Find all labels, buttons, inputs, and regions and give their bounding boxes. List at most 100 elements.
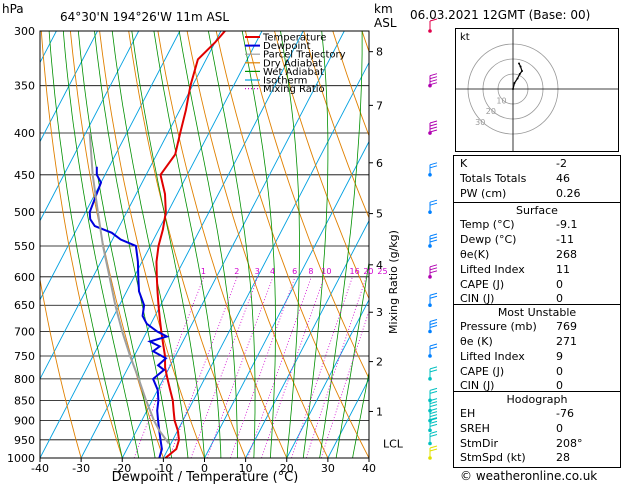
- mixing-ratio-line: [247, 276, 312, 458]
- temperature-tick-label: -10: [154, 462, 172, 475]
- index-row-totals: Totals Totals 46: [460, 172, 570, 185]
- wind-barb: [429, 445, 438, 449]
- hodograph-ring-label: 10: [496, 97, 506, 106]
- dry-adiabat-line: [99, 31, 205, 458]
- hodo-row-stmdir: StmDir 208°: [460, 437, 583, 450]
- wet-adiabat-line: [153, 31, 222, 458]
- surface-row-cin: CIN (J) 0: [460, 292, 563, 305]
- isotherm-line: [245, 219, 369, 458]
- mixing-ratio-label: 1: [201, 267, 206, 276]
- mixing-ratio-line: [133, 276, 205, 458]
- parcel-trajectory-line: [88, 132, 170, 445]
- dry-adiabat-line: [157, 31, 288, 458]
- wind-barb: [429, 325, 438, 328]
- pressure-tick-label: 650: [14, 299, 35, 312]
- km-tick-label: 1: [376, 405, 383, 418]
- km-tick-label: 3: [376, 306, 383, 319]
- mixing-ratio-label: 6: [292, 267, 297, 276]
- wet-adiabat-line: [208, 31, 256, 458]
- mixing-ratio-label: 4: [270, 267, 275, 276]
- most-unstable-panel: Most Unstable Pressure (mb) 769 θe (K) 271…: [453, 304, 621, 394]
- hodograph-ring-label: 20: [486, 107, 496, 116]
- wind-barb: [429, 366, 438, 370]
- hodo-row-stmspd: StmSpd (kt) 28: [460, 451, 570, 464]
- hodograph-point: [513, 82, 516, 84]
- pressure-tick-label: 950: [14, 434, 35, 447]
- temperature-tick-label: -20: [113, 462, 131, 475]
- dry-adiabat-line: [274, 31, 369, 300]
- temperature-line: [155, 31, 226, 458]
- pressure-tick-label: 300: [14, 25, 35, 38]
- hodograph-point: [516, 77, 519, 80]
- wind-barb: [429, 369, 438, 373]
- km-tick-label: 4: [376, 259, 383, 272]
- isotherm-line: [40, 31, 140, 222]
- temperature-tick-label: 0: [201, 462, 208, 475]
- mixing-ratio-line: [190, 276, 259, 458]
- wet-adiabat-line: [178, 31, 238, 458]
- copyright-label: © weatheronline.co.uk: [460, 469, 598, 483]
- wind-barb: [429, 126, 438, 130]
- pressure-tick-label: 400: [14, 127, 35, 140]
- wind-barb: [429, 292, 438, 296]
- mu-row-thetae: θe (K) 271: [460, 335, 577, 348]
- index-row-k: K -2: [460, 157, 567, 170]
- wind-barb: [429, 343, 438, 347]
- hodograph-table-title: Hodograph: [506, 393, 568, 406]
- temperature-tick-label: -30: [72, 462, 90, 475]
- mixing-ratio-label: 2: [234, 267, 239, 276]
- wind-barb: [429, 165, 438, 169]
- wind-level-dot: [428, 408, 432, 413]
- legend-item-label: Mixing Ratio: [263, 84, 325, 95]
- wind-barb: [429, 233, 438, 237]
- mixing-ratio-label: 10: [321, 267, 331, 276]
- hodograph-kt-label: kt: [460, 32, 470, 43]
- wind-barb: [429, 76, 438, 80]
- dry-adiabat-line: [128, 31, 247, 458]
- wind-barb: [429, 18, 438, 22]
- wind-barb: [429, 82, 438, 86]
- pressure-tick-label: 550: [14, 240, 35, 253]
- wind-profile: [428, 18, 438, 460]
- wind-barb: [429, 390, 438, 394]
- dewpoint-line: [88, 166, 170, 458]
- mixing-ratio-line: [168, 276, 238, 458]
- pressure-tick-label: 500: [14, 206, 35, 219]
- surface-row-temp: Temp (°C) -9.1: [460, 218, 578, 231]
- km-label: km: [374, 2, 393, 16]
- wet-adiabat-line: [62, 31, 140, 458]
- dry-adiabat-line: [215, 31, 369, 458]
- wind-barb: [429, 420, 438, 424]
- wet-adiabat-line: [280, 31, 300, 458]
- hodograph-ring-label: 30: [475, 118, 485, 127]
- dry-adiabat-line: [69, 31, 164, 458]
- wind-level-dot: [428, 354, 432, 358]
- mixing-ratio-label: 3: [255, 267, 260, 276]
- dry-adiabat-line: [244, 31, 369, 380]
- mixing-ratio-line: [320, 309, 369, 458]
- wind-level-dot: [428, 398, 432, 403]
- wind-barb: [429, 411, 438, 415]
- mixing-ratio-label: 8: [308, 267, 313, 276]
- surface-row-cape: CAPE (J) 0: [460, 278, 563, 291]
- location-label: 64°30'N 194°26'W 11m ASL: [60, 10, 230, 24]
- wind-barb: [429, 202, 438, 206]
- wet-adiabat-line: [77, 31, 156, 458]
- pressure-unit-label: hPa: [2, 2, 24, 16]
- surface-title: Surface: [516, 204, 558, 217]
- datetime-label: 06.03.2021 12GMT (Base: 00): [410, 8, 591, 22]
- mu-row-lifted-index: Lifted Index 9: [460, 350, 563, 363]
- surface-row-thetae: θe(K) 268: [460, 248, 577, 261]
- mu-row-cape: CAPE (J) 0: [460, 365, 563, 378]
- hodograph-table-panel: Hodograph EH -76 SREH 0 StmDir 208° StmSpd …: [453, 391, 621, 468]
- pressure-tick-label: 1000: [7, 452, 35, 465]
- asl-label: ASL: [374, 16, 397, 30]
- most-unstable-title: Most Unstable: [497, 306, 577, 319]
- pressure-tick-label: 850: [14, 394, 35, 407]
- wind-barb: [429, 319, 438, 322]
- wind-barb: [429, 236, 438, 240]
- wet-adiabat-line: [335, 259, 369, 458]
- isotherm-line: [40, 31, 222, 380]
- wind-barb: [429, 448, 438, 452]
